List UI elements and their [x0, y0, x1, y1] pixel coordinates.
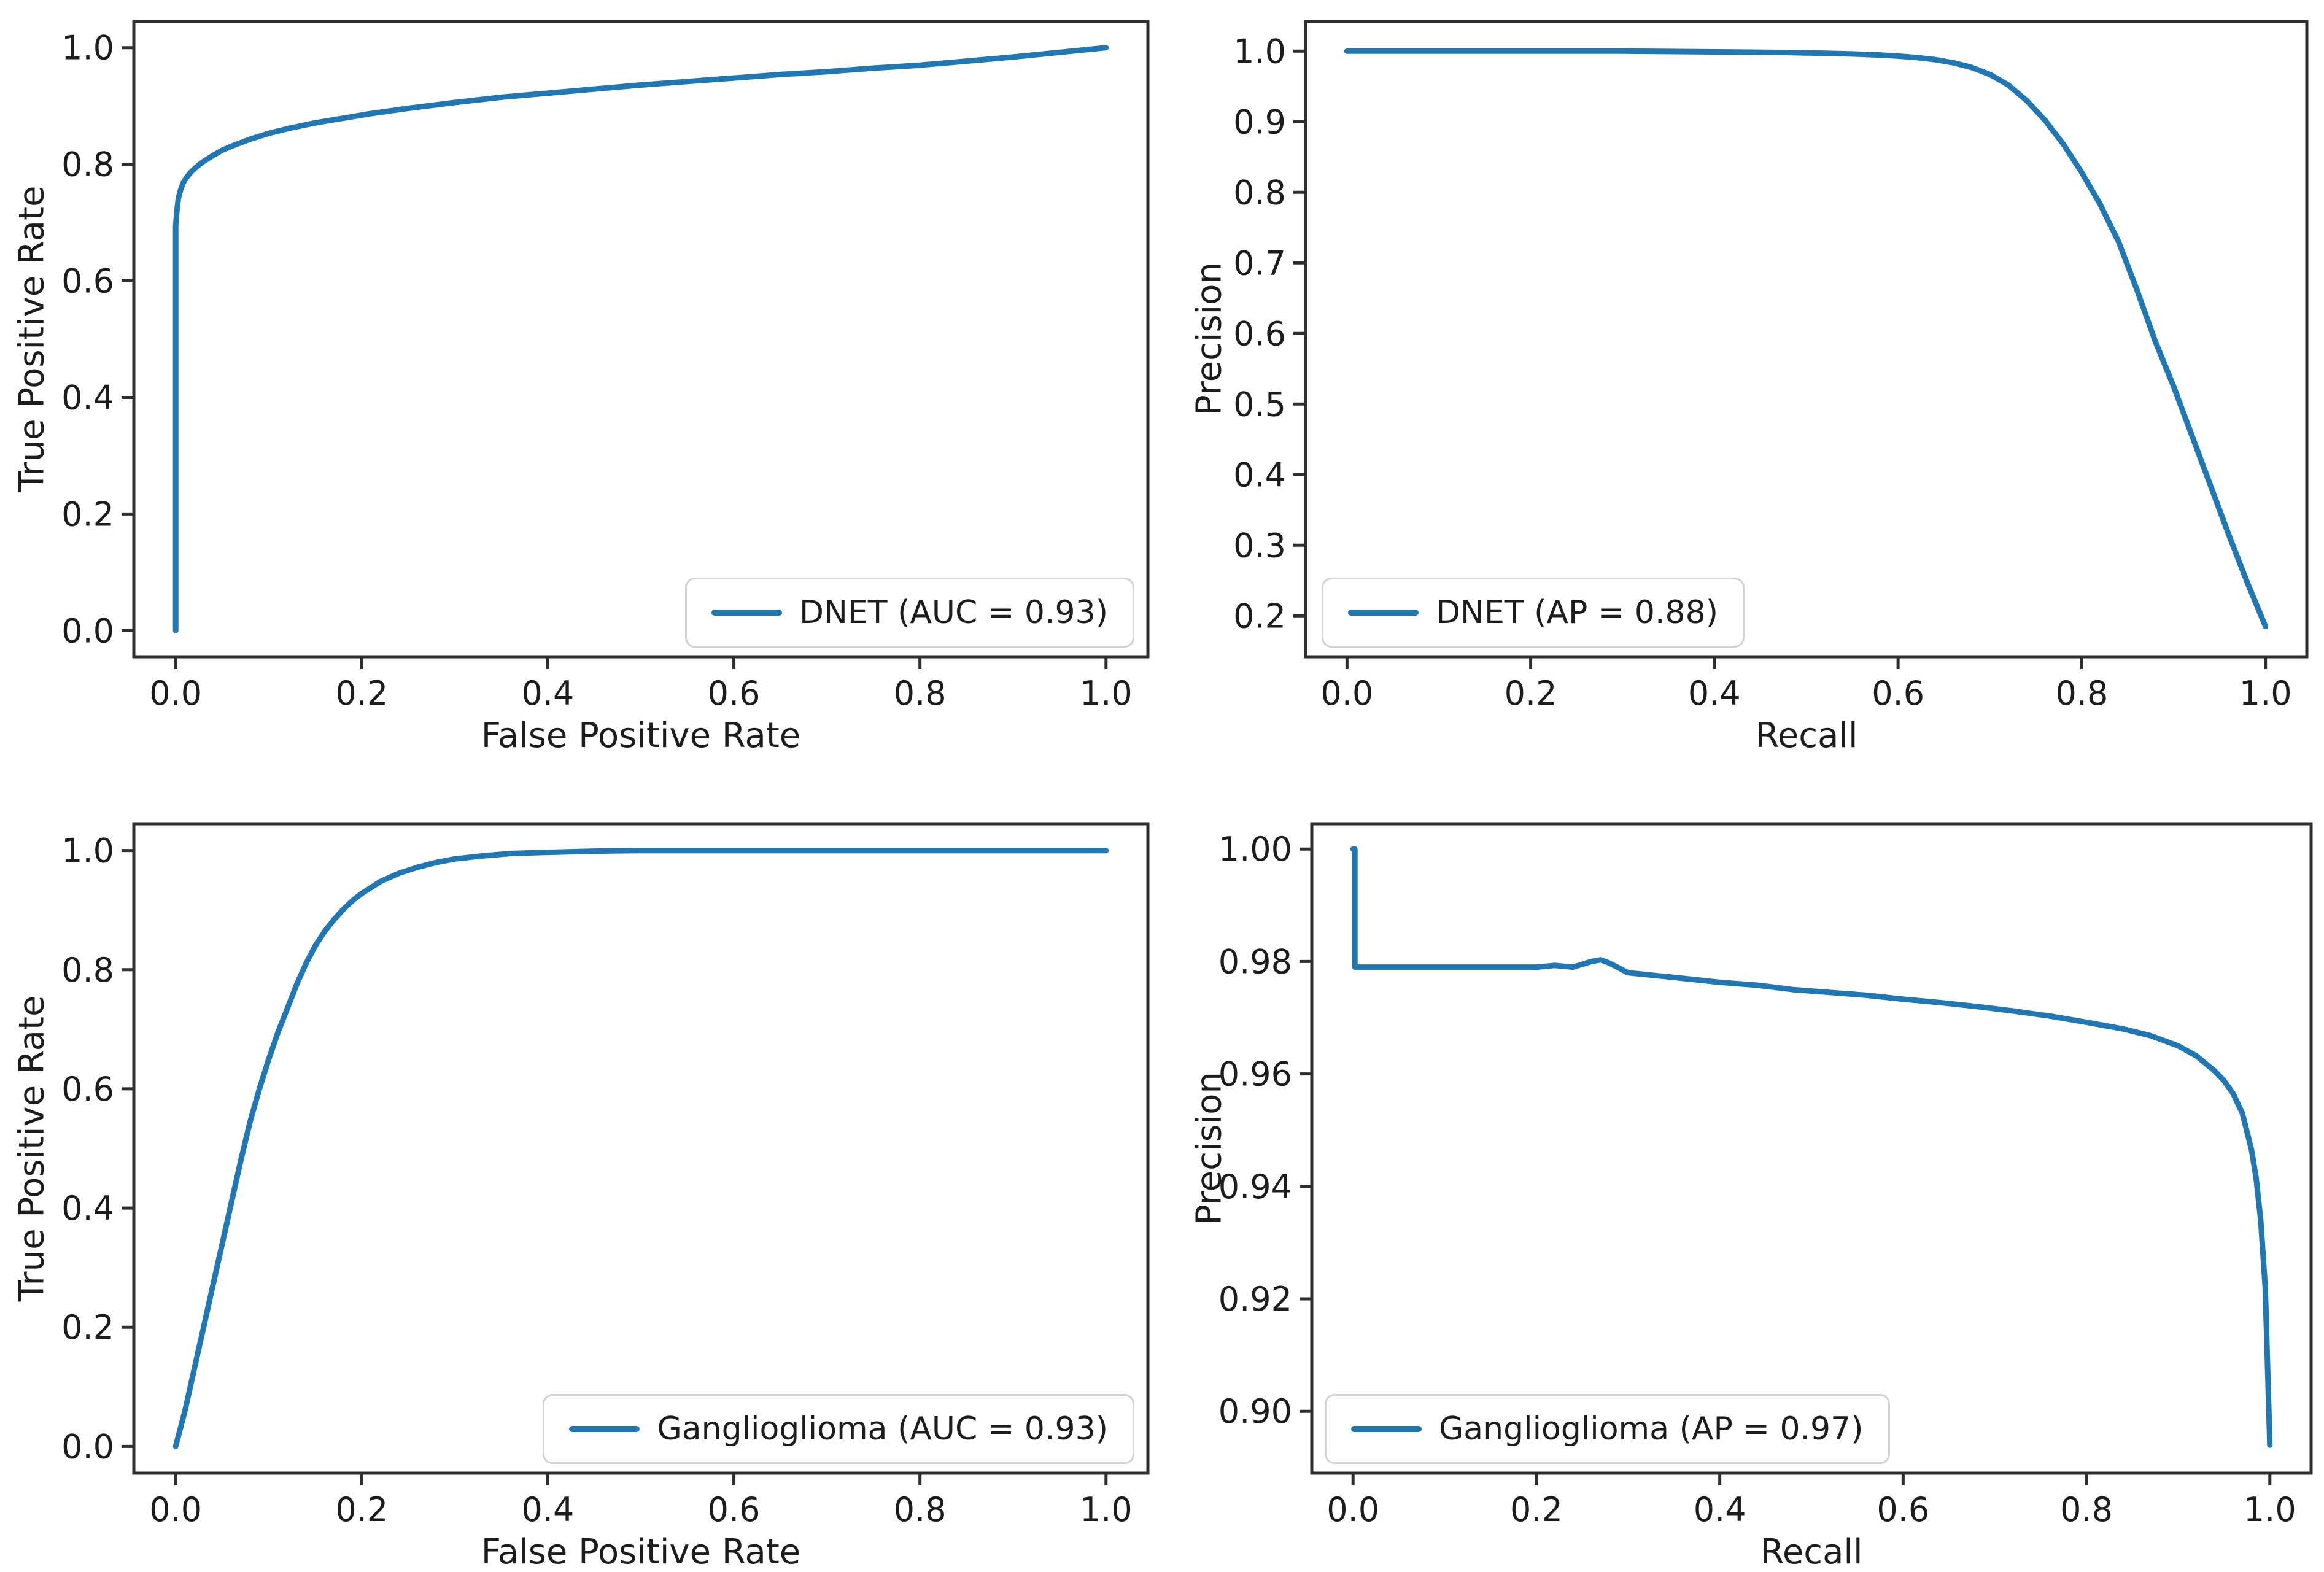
y-tick-label: 0.2 — [1233, 597, 1286, 635]
y-tick-label: 0.7 — [1233, 244, 1286, 282]
legend-line-sample — [711, 610, 782, 616]
x-tick-label: 0.6 — [1877, 1490, 1929, 1529]
x-tick-label: 0.2 — [335, 674, 388, 713]
roc-ganglioglioma-plot-area: 0.0 0.2 0.4 0.6 0.8 1.0 0.0 0.2 0.4 0.6 0.8 1.0 — [61, 822, 1150, 1529]
x-tick-label: 1.0 — [1080, 674, 1133, 713]
y-tick-label: 0.6 — [61, 1070, 114, 1109]
y-tick-label: 0.8 — [61, 951, 114, 989]
plot-border — [132, 20, 1150, 659]
legend: Ganglioglioma (AP = 0.97) — [1325, 1394, 1890, 1464]
x-tick-label: 0.6 — [1872, 674, 1924, 713]
roc-ganglioglioma-panel: 0.0 0.2 0.4 0.6 0.8 1.0 0.0 0.2 0.4 0.6 0.8 1.0 Tru… — [0, 786, 1162, 1572]
y-tick-label: 0.6 — [1233, 314, 1286, 353]
x-tick-label: 0.8 — [894, 1490, 947, 1529]
curve-roc-ganglioglioma — [172, 848, 1109, 1449]
x-tick-label: 0.0 — [149, 674, 202, 713]
x-tick-label: 0.0 — [149, 1490, 202, 1529]
y-tick-label: 0.5 — [1233, 385, 1286, 424]
pr-ganglioglioma-panel: 0.0 0.2 0.4 0.6 0.8 1.0 0.90 0.92 0.94 0.96 0.98 1.… — [1162, 786, 2324, 1572]
legend-label: DNET (AUC = 0.93) — [799, 594, 1108, 631]
curve-pr-dnet — [1344, 48, 2269, 629]
y-axis-label: Precision — [1189, 1072, 1230, 1225]
y-tick-label: 0.6 — [61, 262, 114, 301]
y-tick-label: 0.2 — [61, 1308, 114, 1347]
x-tick-label: 1.0 — [2239, 674, 2292, 713]
curve-pr-ganglioglioma — [1350, 846, 2273, 1448]
y-tick-label: 0.96 — [1218, 1055, 1292, 1094]
plot-border — [1310, 822, 2313, 1475]
y-axis-label: True Positive Rate — [12, 185, 52, 492]
pr-ganglioglioma-plot-area: 0.0 0.2 0.4 0.6 0.8 1.0 0.90 0.92 0.94 0.96 0.98 1.… — [1218, 822, 2313, 1529]
plot-border — [1304, 20, 2309, 659]
y-tick-label: 0.92 — [1218, 1280, 1292, 1318]
legend-label: Ganglioglioma (AP = 0.97) — [1439, 1411, 1864, 1447]
x-tick-label: 0.4 — [521, 674, 574, 713]
x-tick-label: 0.8 — [2060, 1490, 2113, 1529]
pr-dnet-panel: 0.0 0.2 0.4 0.6 0.8 1.0 0.2 0.3 0.4 0.5 0.6 0.7 0.8 0… — [1162, 0, 2324, 786]
y-axis-label: Precision — [1189, 262, 1230, 416]
y-tick-label: 1.0 — [61, 29, 114, 68]
roc-dnet-panel: 0.0 0.2 0.4 0.6 0.8 1.0 0.0 0.2 0.4 0.6 0.8 1.0 Tru… — [0, 0, 1162, 786]
legend: Ganglioglioma (AUC = 0.93) — [543, 1394, 1134, 1464]
y-tick-label: 0.90 — [1218, 1392, 1292, 1431]
legend-line-sample — [1348, 610, 1419, 616]
x-tick-label: 0.2 — [335, 1490, 388, 1529]
x-axis-label: Recall — [1760, 1532, 1863, 1572]
x-tick-label: 0.4 — [521, 1490, 574, 1529]
y-tick-label: 0.4 — [1233, 455, 1286, 494]
y-tick-label: 0.9 — [1233, 103, 1286, 141]
x-tick-label: 0.6 — [708, 1490, 761, 1529]
x-tick-label: 0.2 — [1505, 674, 1557, 713]
y-tick-label: 1.0 — [61, 832, 114, 870]
y-tick-label: 0.8 — [1233, 173, 1286, 212]
y-tick-label: 0.4 — [61, 378, 114, 417]
y-tick-label: 0.94 — [1218, 1167, 1292, 1206]
y-axis-label: True Positive Rate — [12, 995, 52, 1302]
legend: DNET (AUC = 0.93) — [684, 578, 1134, 648]
x-tick-label: 0.8 — [894, 674, 947, 713]
plot-border — [132, 822, 1150, 1475]
y-tick-label: 0.3 — [1233, 526, 1286, 565]
x-tick-label: 0.4 — [1688, 674, 1741, 713]
x-tick-label: 1.0 — [2244, 1490, 2296, 1529]
x-tick-label: 0.6 — [708, 674, 761, 713]
x-tick-label: 0.0 — [1320, 674, 1373, 713]
legend-label: Ganglioglioma (AUC = 0.93) — [657, 1411, 1108, 1447]
legend: DNET (AP = 0.88) — [1322, 578, 1745, 648]
y-tick-label: 0.98 — [1218, 942, 1292, 981]
curve-roc-dnet — [172, 45, 1109, 633]
roc-dnet-plot-area: 0.0 0.2 0.4 0.6 0.8 1.0 0.0 0.2 0.4 0.6 0.8 1.0 — [61, 20, 1150, 713]
y-tick-label: 0.0 — [61, 1427, 114, 1466]
legend-line-sample — [1351, 1426, 1422, 1432]
y-tick-label: 0.0 — [61, 611, 114, 650]
y-tick-label: 0.2 — [61, 495, 114, 533]
y-tick-label: 0.4 — [61, 1189, 114, 1228]
legend-label: DNET (AP = 0.88) — [1436, 594, 1719, 631]
x-axis-label: False Positive Rate — [481, 1532, 801, 1572]
x-tick-label: 0.8 — [2055, 674, 2108, 713]
x-axis-label: False Positive Rate — [481, 716, 801, 756]
x-tick-label: 1.0 — [1080, 1490, 1133, 1529]
y-tick-label: 0.8 — [61, 145, 114, 184]
x-tick-label: 0.4 — [1694, 1490, 1746, 1529]
pr-dnet-plot-area: 0.0 0.2 0.4 0.6 0.8 1.0 0.2 0.3 0.4 0.5 0.6 0.7 0.8 0… — [1233, 20, 2309, 713]
y-tick-label: 1.00 — [1218, 830, 1292, 869]
x-tick-label: 0.2 — [1510, 1490, 1563, 1529]
x-axis-label: Recall — [1755, 716, 1858, 756]
y-tick-label: 1.0 — [1233, 32, 1286, 71]
legend-line-sample — [569, 1426, 640, 1432]
x-tick-label: 0.0 — [1327, 1490, 1379, 1529]
